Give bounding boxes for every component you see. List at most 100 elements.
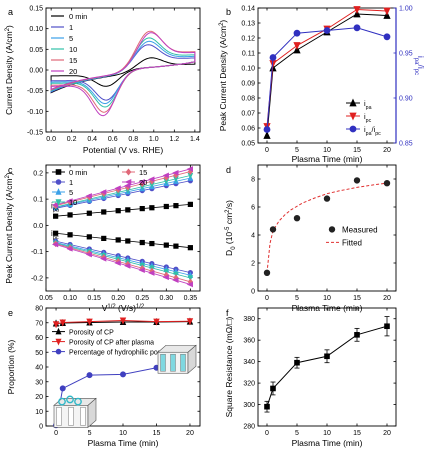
data-point [66,245,73,252]
legend-label: 1 [69,178,73,187]
y2-tick-label: 1.00 [399,6,413,13]
fit-line [55,177,191,208]
legend-label: 5 [69,188,73,197]
data-point [173,203,179,209]
pore-channel [170,354,176,372]
y-tick-label: -0.10 [27,109,43,116]
data-point [149,240,155,247]
x-tick-label: 20 [383,430,391,437]
series-line-2 [266,27,388,130]
fit-line [55,242,191,276]
data-point [53,213,59,219]
y-tick-label: 0 [251,289,255,296]
data-point [52,321,60,329]
x-axis-label: Plasma Time (min) [292,438,363,448]
y-tick-label: 0.12 [241,36,255,43]
data-point [162,172,169,179]
y-tick-label: 360 [243,338,255,345]
x-tick-label: 10 [119,430,127,437]
y-tick-label: 0.2 [33,170,43,177]
cv-curve-5 [50,32,196,117]
data-point [353,6,361,14]
data-point [86,234,92,240]
data-point [264,403,270,410]
x-tick-label: 0.30 [160,295,174,302]
y-tick-label: 60 [35,335,43,342]
data-point [59,319,66,327]
data-point [384,323,390,330]
data-point [294,359,300,366]
data-point [115,208,121,214]
panel-label-b: b [226,7,231,17]
legend-label: Percentage of hydrophilic pore [69,350,164,357]
legend-label: 10 [69,45,77,54]
data-point [163,203,169,210]
legend-label: 20 [69,67,77,76]
x-axis-label: Plasma Time (min) [292,154,363,164]
x-tick-label: 15 [353,147,361,154]
data-point [263,269,271,276]
legend-label: ipa/ipc [364,125,381,137]
data-point [293,214,301,222]
data-point [354,332,360,338]
data-point [51,202,59,208]
data-point [172,277,179,283]
legend-label: 20 [139,178,147,187]
data-point [86,210,92,216]
legend-label: 0 min [69,12,87,21]
y-tick-label: 0 [39,424,43,431]
legend-marker [55,188,62,195]
data-point [323,195,331,202]
data-point [187,275,194,282]
x-tick-label: 15 [353,295,361,302]
data-point [186,318,194,326]
data-point [124,182,131,189]
data-point [172,169,179,176]
legend-marker [55,179,62,185]
y-tick-label: 0.1 [33,197,43,204]
y-tick-label: 0.0 [33,223,43,230]
legend-label: 10 [69,198,77,207]
x-tick-label: 0.05 [39,295,53,302]
data-point [148,270,155,276]
y-tick-label: 0.15 [29,6,43,13]
x-tick-label: 5 [88,430,92,437]
y-axis-label: D0 (10-5 cm2/s) [224,200,237,256]
data-point [383,179,391,187]
y-tick-label: 80 [35,306,43,313]
block-side [187,344,197,374]
data-point [125,207,131,213]
legend-label: ipc [364,112,372,124]
data-point [114,260,121,266]
annotation-ipa: ipa [51,201,60,213]
legend-label: 1 [69,23,73,32]
data-point [101,209,107,215]
data-point [138,178,145,185]
y-tick-label: 30 [35,379,43,386]
data-point [153,318,160,326]
y-tick-label: 0.13 [241,21,255,28]
data-point [86,372,93,379]
x-tick-label: 0.20 [111,295,125,302]
legend-label: 15 [139,168,147,177]
y-tick-label: 2 [251,261,255,268]
y-tick-label: 20 [35,394,43,401]
legend-marker [55,169,62,175]
data-point [115,237,121,243]
y2-tick-label: 0.95 [399,51,413,58]
legend-marker [55,348,62,355]
y-tick-label: 0.06 [241,126,255,133]
y-tick-label: -0.05 [27,88,43,95]
y-tick-label: 340 [243,359,255,366]
legend-label: 15 [69,56,77,65]
data-point [293,29,301,37]
block-side [87,397,97,429]
legend-marker [349,112,357,121]
y-tick-label: 70 [35,320,43,327]
data-point [101,235,107,242]
x-tick-label: 0 [265,295,269,302]
x-tick-label: 20 [186,430,194,437]
data-point [120,371,127,378]
plot-frame [257,307,397,427]
y-axis-label: Peak Current Density (A/cm2) [4,172,14,284]
